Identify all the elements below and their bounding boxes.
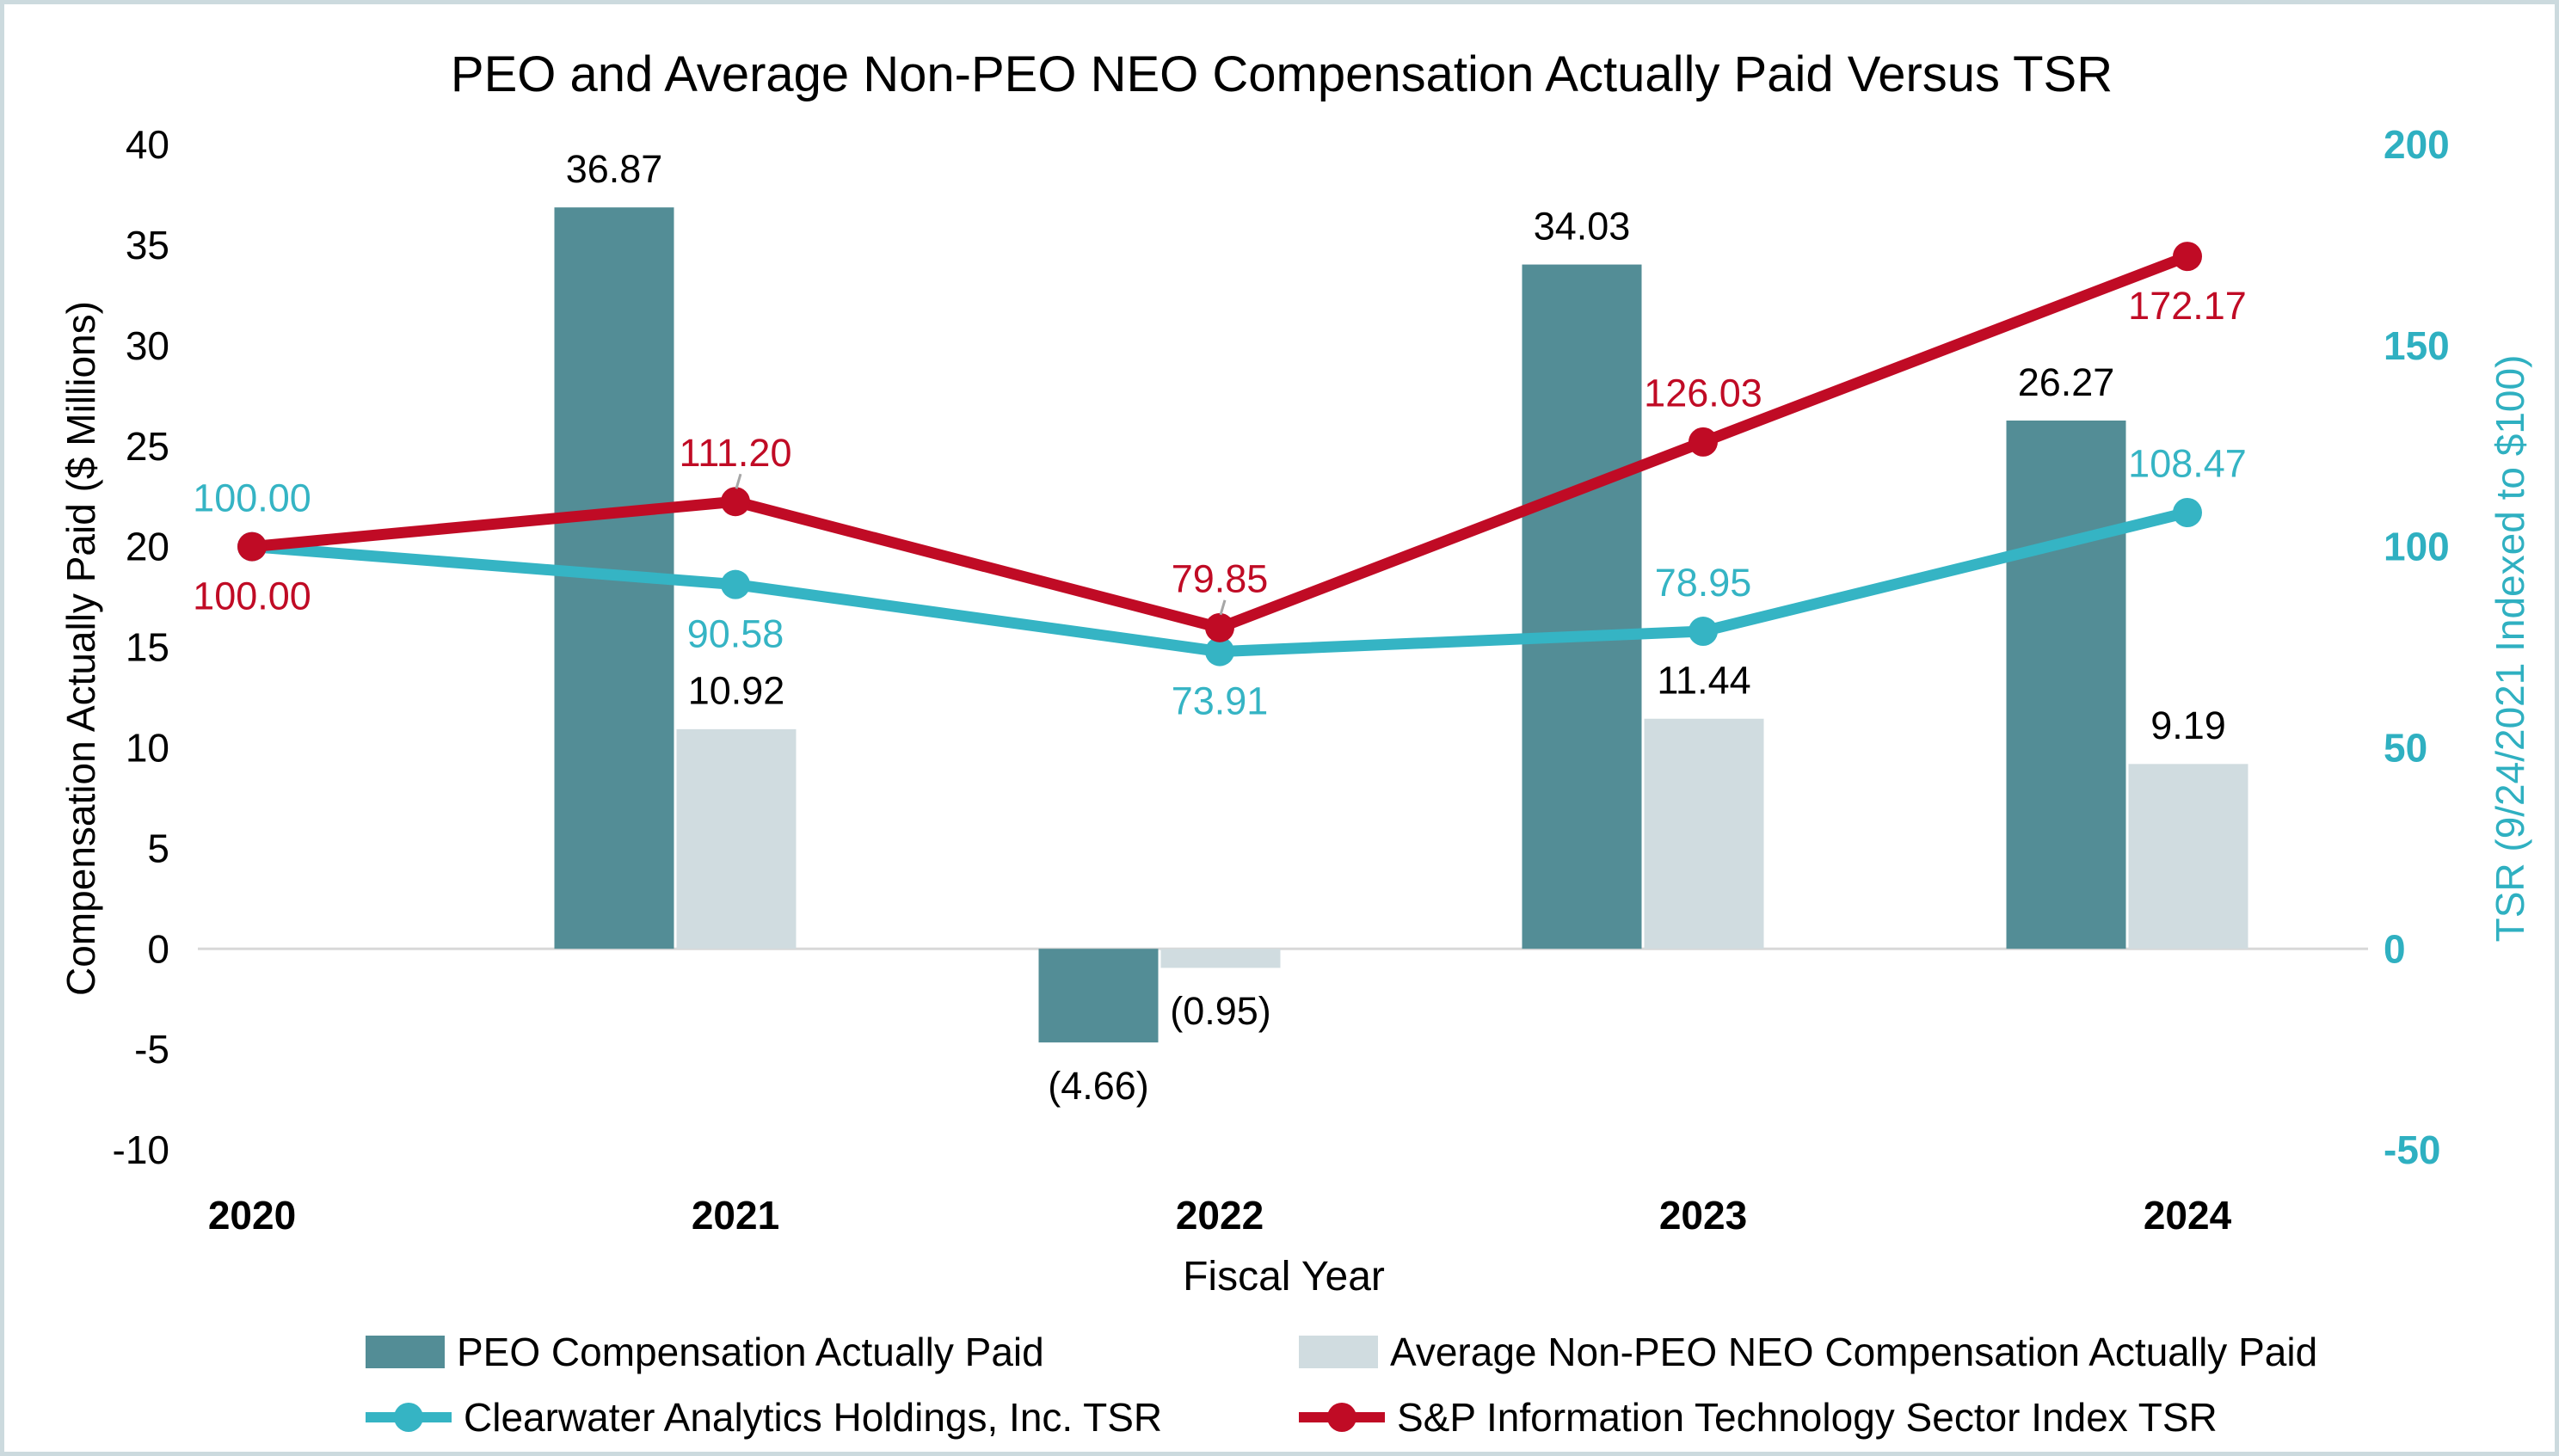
marker-clearwater-2024 — [2173, 497, 2202, 527]
plot-svg: 4035302520151050-5-10200150100500-502020… — [113, 122, 2450, 1238]
x-axis-tick: 2022 — [1176, 1193, 1264, 1238]
peo-bar-swatch-icon — [366, 1336, 445, 1368]
marker-sp-index-2020 — [237, 531, 267, 562]
bar-label-2022: (4.66) — [1048, 1064, 1149, 1108]
right-axis-tick: -50 — [2384, 1127, 2440, 1172]
right-axis-tick: 200 — [2384, 122, 2450, 167]
legend-item-peo-compensation: PEO Compensation Actually Paid — [366, 1329, 1044, 1375]
right-axis-tick: 150 — [2384, 323, 2450, 368]
bar-avg-neo-2023 — [1644, 718, 1764, 949]
bar-label-2022: (0.95) — [1170, 989, 1271, 1033]
line-label-sp-index-2022: 79.85 — [1172, 557, 1269, 601]
bar-avg-neo-2022 — [1160, 949, 1281, 968]
marker-clearwater-2021 — [721, 569, 750, 599]
left-axis-tick: 20 — [126, 525, 169, 569]
marker-sp-index-2023 — [1689, 427, 1718, 457]
label-leader-line-2022 — [1219, 599, 1227, 616]
legend-label: Average Non-PEO NEO Compensation Actuall… — [1390, 1330, 2318, 1374]
marker-sp-index-2021 — [721, 487, 750, 517]
x-axis-tick: 2021 — [692, 1193, 779, 1238]
legend-item-avg-non-peo-compensation: Average Non-PEO NEO Compensation Actuall… — [1299, 1329, 2317, 1375]
right-axis-tick: 0 — [2384, 926, 2406, 971]
bar-peo-2024 — [2006, 421, 2126, 949]
right-axis-tick: 50 — [2384, 726, 2427, 771]
legend-item-sp-tech-index-tsr: S&P Information Technology Sector Index … — [1299, 1394, 2218, 1441]
bar-peo-2022 — [1038, 949, 1159, 1043]
line-label-clearwater-2021: 90.58 — [687, 611, 784, 655]
line-label-sp-index-2023: 126.03 — [1644, 372, 1762, 415]
clearwater-line-swatch-icon — [366, 1400, 452, 1434]
line-label-sp-index-2024: 172.17 — [2128, 284, 2247, 328]
left-axis-tick: 35 — [126, 223, 169, 267]
x-axis-title: Fiscal Year — [1183, 1254, 1385, 1299]
bar-label-2021: 10.92 — [688, 669, 785, 713]
bar-label-2021: 36.87 — [566, 147, 663, 191]
marker-clearwater-2022 — [1205, 636, 1234, 667]
line-label-clearwater-2022: 73.91 — [1172, 679, 1269, 722]
bar-peo-2023 — [1522, 264, 1642, 949]
left-axis-tick: -5 — [134, 1027, 169, 1072]
line-label-clearwater-2020: 100.00 — [193, 476, 311, 519]
left-axis-tick: 25 — [126, 424, 169, 469]
legend-label: Clearwater Analytics Holdings, Inc. TSR — [464, 1395, 1163, 1440]
left-axis-tick: -10 — [113, 1127, 169, 1172]
left-axis-tick: 0 — [147, 926, 169, 971]
avg-neo-bar-swatch-icon — [1299, 1336, 1378, 1368]
line-label-clearwater-2024: 108.47 — [2128, 442, 2247, 486]
label-leader-line-2021 — [735, 473, 742, 489]
bar-avg-neo-2024 — [2128, 764, 2248, 949]
marker-sp-index-2022 — [1205, 612, 1234, 642]
line-label-clearwater-2023: 78.95 — [1655, 561, 1752, 605]
bar-label-2024: 9.19 — [2150, 703, 2226, 747]
sp-index-line-swatch-icon — [1299, 1400, 1385, 1434]
bar-avg-neo-2021 — [676, 728, 797, 949]
left-axis-tick: 40 — [126, 122, 169, 167]
line-label-sp-index-2021: 111.20 — [680, 431, 792, 475]
bar-label-2024: 26.27 — [2018, 360, 2115, 404]
left-axis-tick: 30 — [126, 323, 169, 368]
left-axis-tick: 15 — [126, 625, 169, 670]
left-axis-tick: 10 — [126, 726, 169, 771]
bar-label-2023: 11.44 — [1657, 658, 1750, 702]
bar-label-2023: 34.03 — [1534, 204, 1631, 248]
marker-clearwater-2023 — [1689, 617, 1718, 647]
legend-label: S&P Information Technology Sector Index … — [1397, 1395, 2218, 1440]
x-axis-tick: 2023 — [1659, 1193, 1747, 1238]
left-axis-tick: 5 — [147, 826, 169, 870]
chart-title: PEO and Average Non-PEO NEO Compensation… — [450, 46, 2113, 102]
right-axis-tick: 100 — [2384, 525, 2450, 569]
legend-label: PEO Compensation Actually Paid — [457, 1330, 1044, 1374]
line-label-sp-index-2020: 100.00 — [193, 574, 311, 617]
legend-item-clearwater-tsr: Clearwater Analytics Holdings, Inc. TSR — [366, 1394, 1162, 1441]
x-axis-tick: 2020 — [208, 1193, 296, 1238]
marker-sp-index-2024 — [2173, 242, 2202, 272]
x-axis-tick: 2024 — [2144, 1193, 2232, 1238]
